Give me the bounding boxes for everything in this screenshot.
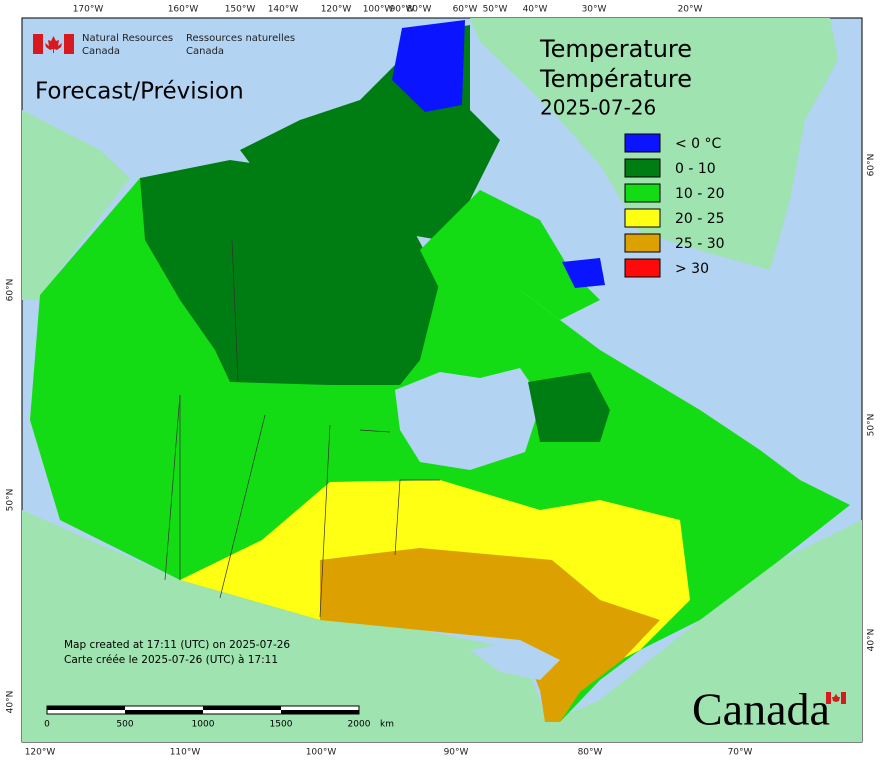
hudson-bay (395, 368, 542, 470)
canada-wordmark: Canada (692, 684, 830, 735)
legend-swatch (624, 258, 661, 278)
title-en: Temperature (539, 35, 692, 63)
scale-label: 0 (44, 720, 50, 730)
zone-25-30 (320, 548, 660, 722)
lat-label: 40°N (6, 691, 16, 714)
lon-label: 40°W (523, 5, 548, 15)
scale-unit: km (380, 720, 394, 730)
lon-label: 80°W (407, 5, 432, 15)
country-fr: Canada (186, 46, 224, 57)
scale-label: 500 (116, 720, 133, 730)
legend-label: > 30 (675, 261, 709, 277)
flag-bar (826, 692, 831, 704)
flag-bar (33, 34, 43, 54)
map-frame (21, 17, 863, 743)
lon-label: 120°W (321, 5, 352, 15)
legend-label: < 0 °C (675, 136, 722, 152)
lat-label: 50°N (867, 414, 877, 437)
lat-label: 40°N (867, 629, 877, 652)
maple-leaf (832, 694, 840, 702)
flag-bar (64, 34, 74, 54)
legend-swatch (624, 233, 661, 253)
ellesmere-cold (392, 20, 465, 112)
great-lakes (470, 640, 560, 680)
legend-swatch (624, 133, 661, 153)
created-fr: Carte créée le 2025-07-26 (UTC) à 17:11 (64, 654, 278, 666)
flag-bar (841, 692, 846, 704)
product-title: Forecast/Prévision (35, 79, 244, 105)
lon-label: 90°W (390, 5, 415, 15)
baffin-cold (562, 258, 605, 288)
scale-segment (281, 710, 359, 714)
lon-label: 80°W (578, 748, 603, 758)
lat-label: 60°N (6, 279, 16, 302)
created-en: Map created at 17:11 (UTC) on 2025-07-26 (64, 639, 290, 651)
lon-label: 90°W (444, 748, 469, 758)
scale-segment (125, 710, 203, 714)
legend-swatch (624, 183, 661, 203)
legend-swatch (624, 208, 661, 228)
scale-label: 1000 (192, 720, 215, 730)
map-date: 2025-07-26 (540, 96, 656, 120)
agency-fr: Ressources naturelles (186, 33, 295, 44)
wordmark-flag (826, 692, 846, 704)
agency-en: Natural Resources (82, 33, 173, 44)
scale-label: 2000 (348, 720, 371, 730)
logo (33, 34, 74, 54)
lon-label: 150°W (225, 5, 256, 15)
scale-segment (47, 706, 125, 710)
scale-bar (46, 705, 360, 715)
legend-label: 0 - 10 (675, 161, 716, 177)
borders (164, 239, 440, 618)
lon-label: 160°W (168, 5, 199, 15)
maple-leaf (45, 36, 62, 53)
lat-label: 60°N (867, 154, 877, 177)
lon-label: 110°W (170, 748, 201, 758)
legend-label: 20 - 25 (675, 211, 725, 227)
lon-label: 50°W (483, 5, 508, 15)
scale-label: 1500 (270, 720, 293, 730)
alaska (22, 110, 130, 300)
lon-label: 140°W (268, 5, 299, 15)
lon-label: 60°W (453, 5, 478, 15)
lon-label: 170°W (73, 5, 104, 15)
quebec-0-10 (528, 372, 610, 442)
lon-label: 70°W (728, 748, 753, 758)
lon-label: 20°W (678, 5, 703, 15)
lon-label: 100°W (306, 748, 337, 758)
country-en: Canada (82, 46, 120, 57)
lon-label: 100°W (363, 5, 394, 15)
legend-label: 25 - 30 (675, 236, 725, 252)
title-fr: Température (539, 65, 692, 93)
legend-label: 10 - 20 (675, 186, 725, 202)
lat-label: 50°N (6, 489, 16, 512)
lon-label: 120°W (25, 748, 56, 758)
scale-segment (203, 706, 281, 710)
usa (22, 510, 862, 742)
lon-label: 30°W (582, 5, 607, 15)
baffin (420, 190, 600, 320)
legend-swatch (624, 158, 661, 178)
